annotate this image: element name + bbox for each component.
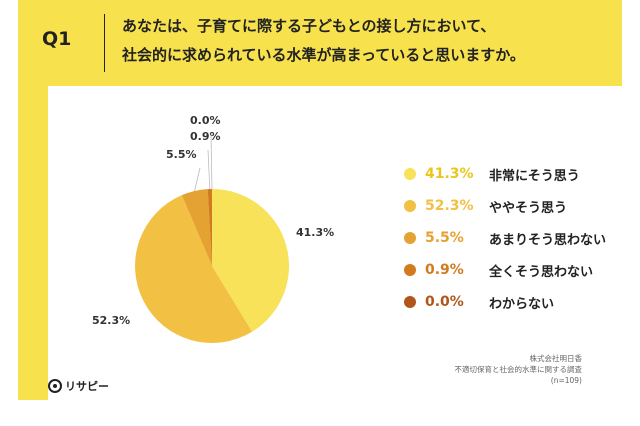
slice-label-2: 52.3% (92, 314, 130, 327)
chart-panel: 41.3% 52.3% 5.5% 0.9% 0.0% 41.3% 非常にそう思う 52.3%… (48, 86, 622, 400)
source-sample-size: (n=109) (550, 376, 582, 385)
legend-swatch (404, 232, 416, 244)
legend-value: 0.0% (425, 294, 464, 310)
legend-value: 41.3% (425, 166, 474, 182)
legend-label: ややそう思う (489, 200, 568, 216)
slice-label-3: 5.5% (166, 148, 197, 161)
legend-item-5: 0.0% わからない (404, 286, 640, 318)
slice-label-4: 0.9% (190, 130, 221, 143)
leader-line-3 (194, 167, 201, 192)
legend-swatch (404, 200, 416, 212)
question-line-1: あなたは、子育てに際する子どもとの接し方において、 (122, 17, 496, 35)
question-number: Q1 (42, 28, 72, 50)
source-survey: 不適切保育と社会的水準に関する調査 (454, 365, 583, 374)
source-company: 株式会社明日香 (529, 354, 583, 363)
legend-item-1: 41.3% 非常にそう思う (404, 158, 640, 190)
brand-name: リサピー (65, 380, 109, 393)
header-divider (104, 14, 105, 72)
source-note: 株式会社明日香 不適切保育と社会的水準に関する調査 (n=109) (455, 353, 583, 386)
legend-swatch (404, 168, 416, 180)
legend-value: 5.5% (425, 230, 464, 246)
legend-item-3: 5.5% あまりそう思わない (404, 222, 640, 254)
leader-line-4 (207, 149, 211, 190)
pie-slice-3 (181, 189, 212, 266)
smile-circle-icon (48, 379, 62, 393)
legend-value: 52.3% (425, 198, 474, 214)
pie-slice-4 (207, 188, 212, 266)
brand-logo: リサピー (48, 378, 109, 394)
slice-label-1: 41.3% (296, 226, 334, 239)
legend-label: あまりそう思わない (489, 232, 607, 248)
question-header: Q1 あなたは、子育てに際する子どもとの接し方において、 社会的に求められている… (18, 0, 622, 86)
legend-value: 0.9% (425, 262, 464, 278)
chart-legend: 41.3% 非常にそう思う 52.3% ややそう思う 5.5% あまりそう思わない 0.9%… (404, 158, 640, 318)
legend-swatch (404, 264, 416, 276)
legend-swatch (404, 296, 416, 308)
slice-label-5: 0.0% (190, 114, 221, 127)
question-text: あなたは、子育てに際する子どもとの接し方において、 社会的に求められている水準が… (122, 12, 617, 70)
legend-item-4: 0.9% 全くそう思わない (404, 254, 640, 286)
chart-frame: Q1 あなたは、子育てに際する子どもとの接し方において、 社会的に求められている… (18, 0, 622, 400)
legend-label: 非常にそう思う (489, 168, 580, 184)
question-line-2: 社会的に求められている水準が高まっていると思いますか。 (122, 46, 525, 64)
pie-chart: 41.3% 52.3% 5.5% 0.9% 0.0% (92, 114, 334, 343)
legend-label: わからない (489, 296, 555, 312)
leader-line-5 (210, 133, 213, 190)
legend-item-2: 52.3% ややそう思う (404, 190, 640, 222)
legend-label: 全くそう思わない (489, 264, 594, 280)
pie-slice-2 (135, 195, 253, 343)
pie-slice-1 (212, 189, 290, 332)
